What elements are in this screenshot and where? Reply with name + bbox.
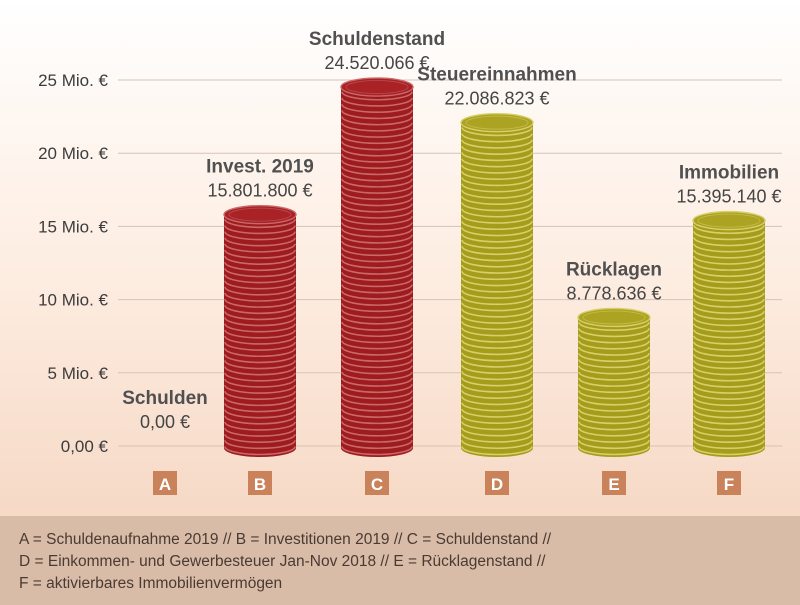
y-tick-label: 0,00 € [61,437,109,456]
value-label-B: 15.801.800 € [207,181,312,201]
bar-D [460,112,534,457]
y-axis: 0,00 € 5 Mio. € 10 Mio. € 15 Mio. € 20 Mio. … [38,71,108,456]
value-label-D: 22.086.823 € [444,89,549,109]
value-label-A: 0,00 € [140,412,190,432]
bar-layer [223,77,766,457]
legend-box: A = Schuldenaufnahme 2019 // B = Investi… [0,516,800,605]
value-label-C: 24.520.066 € [324,53,429,73]
category-label: B [254,475,266,494]
value-label-F: 15.395.140 € [676,187,781,207]
bar-title-A: Schulden [122,388,208,409]
bar-title-B: Invest. 2019 [206,157,314,178]
y-tick-label: 10 Mio. € [38,291,108,310]
category-label: E [608,475,619,494]
bar-title-F: Immobilien [679,163,779,184]
bar-title-E: Rücklagen [566,259,662,280]
bar-E [577,307,651,457]
label-layer: Schulden 0,00 € Invest. 2019 15.801.800 € Sc… [122,29,781,432]
legend-line-3: F = aktivierbares Immobilienvermögen [19,575,283,592]
y-tick-label: 15 Mio. € [38,217,108,236]
category-box-C: C [365,471,389,495]
bar-B [223,204,297,457]
y-tick-label: 20 Mio. € [38,144,108,163]
category-box-E: E [602,471,626,495]
category-label: C [371,475,383,494]
value-label-E: 8.778.636 € [566,283,661,303]
category-box-B: B [248,471,272,495]
y-tick-label: 5 Mio. € [48,364,109,383]
bar-F [692,210,766,457]
legend-line-2: D = Einkommen- und Gewerbesteuer Jan-Nov… [19,553,546,570]
legend-line-1: A = Schuldenaufnahme 2019 // B = Investi… [19,531,552,548]
chart-svg: 0,00 € 5 Mio. € 10 Mio. € 15 Mio. € 20 Mio. … [0,0,800,516]
category-label: D [491,475,503,494]
category-box-D: D [485,471,509,495]
category-box-F: F [717,471,741,495]
y-tick-label: 25 Mio. € [38,71,108,90]
x-axis: A B C D E F [153,471,741,495]
bar-title-C: Schuldenstand [309,29,445,50]
category-label: F [724,475,734,494]
bar-title-D: Steuereinnahmen [417,65,576,86]
category-box-A: A [153,471,177,495]
category-label: A [159,475,171,494]
bar-C [340,77,414,457]
